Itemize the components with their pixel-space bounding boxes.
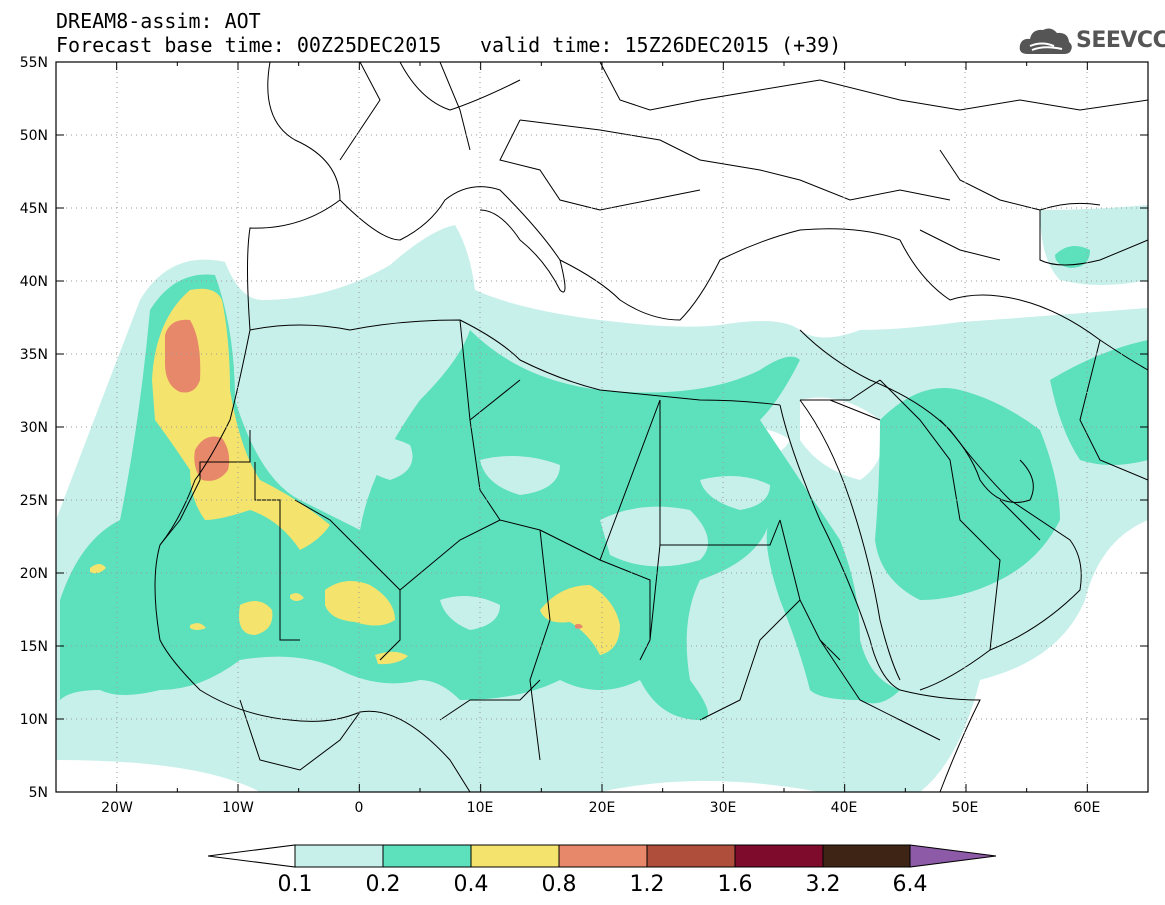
colorbar-low-arrow [207,844,296,868]
cloud-icon [1019,28,1072,54]
colorbar-label: 0.2 [366,872,401,897]
colorbar-label: 0.8 [542,872,577,897]
y-tick-label: 40N [20,274,48,290]
x-tick-label: 10E [467,800,494,816]
colorbar-label: 1.2 [630,872,665,897]
valid-time: valid time: 15Z26DEC2015 (+39) [480,33,842,57]
x-tick-label: 20W [101,800,133,816]
colorbar-label: 0.4 [454,872,489,897]
colorbar-segment [734,844,824,868]
axis-ticks [55,61,1149,793]
seevccc-logo: SEEVCCC [1018,24,1165,58]
x-tick-label: 50E [952,800,979,816]
colorbar-segment [646,844,736,868]
x-axis-labels: 20W 10W 0 10E 20E 30E 40E 50E 60E [101,800,1100,816]
aot-fields [56,205,1148,792]
y-tick-label: 55N [20,55,48,71]
colorbar-segment [470,844,560,868]
x-tick-label: 20E [589,800,616,816]
colorbar-label: 0.1 [278,872,313,897]
y-tick-label: 35N [20,347,48,363]
colorbar-high-arrow [909,844,997,868]
gridlines [56,62,1148,792]
y-tick-label: 30N [20,420,48,436]
x-tick-label: 60E [1074,800,1101,816]
y-tick-label: 15N [20,639,48,655]
y-tick-label: 20N [20,566,48,582]
base-time: Forecast base time: 00Z25DEC2015 [56,33,442,57]
y-tick-label: 5N [29,785,48,801]
y-tick-label: 45N [20,201,48,217]
logo-text: SEEVCCC [1076,28,1165,53]
chart-title: DREAM8-assim: AOT [56,9,261,33]
aot-band-0.8-1.2 [164,319,583,629]
colorbar-label: 1.6 [718,872,753,897]
y-tick-label: 50N [20,128,48,144]
x-tick-label: 10W [222,800,254,816]
x-tick-label: 30E [710,800,737,816]
colorbar-segment [382,844,472,868]
y-tick-label: 25N [20,493,48,509]
y-axis-labels: 55N 50N 45N 40N 35N 30N 25N 20N 15N 10N … [20,55,48,801]
colorbar-segment [558,844,648,868]
aot-holes-0.1-0.2 [330,436,770,630]
x-tick-label: 0 [355,800,364,816]
x-tick-label: 40E [831,800,858,816]
colorbar-segment [294,844,384,868]
boundaries [154,62,1148,792]
colorbar-label: 3.2 [806,872,841,897]
y-tick-label: 10N [20,712,48,728]
colorbar-label: 6.4 [893,872,928,897]
colorbar-segment [822,844,911,868]
colorbar: 0.1 0.2 0.4 0.8 1.2 1.6 3.2 6.4 [207,844,997,897]
